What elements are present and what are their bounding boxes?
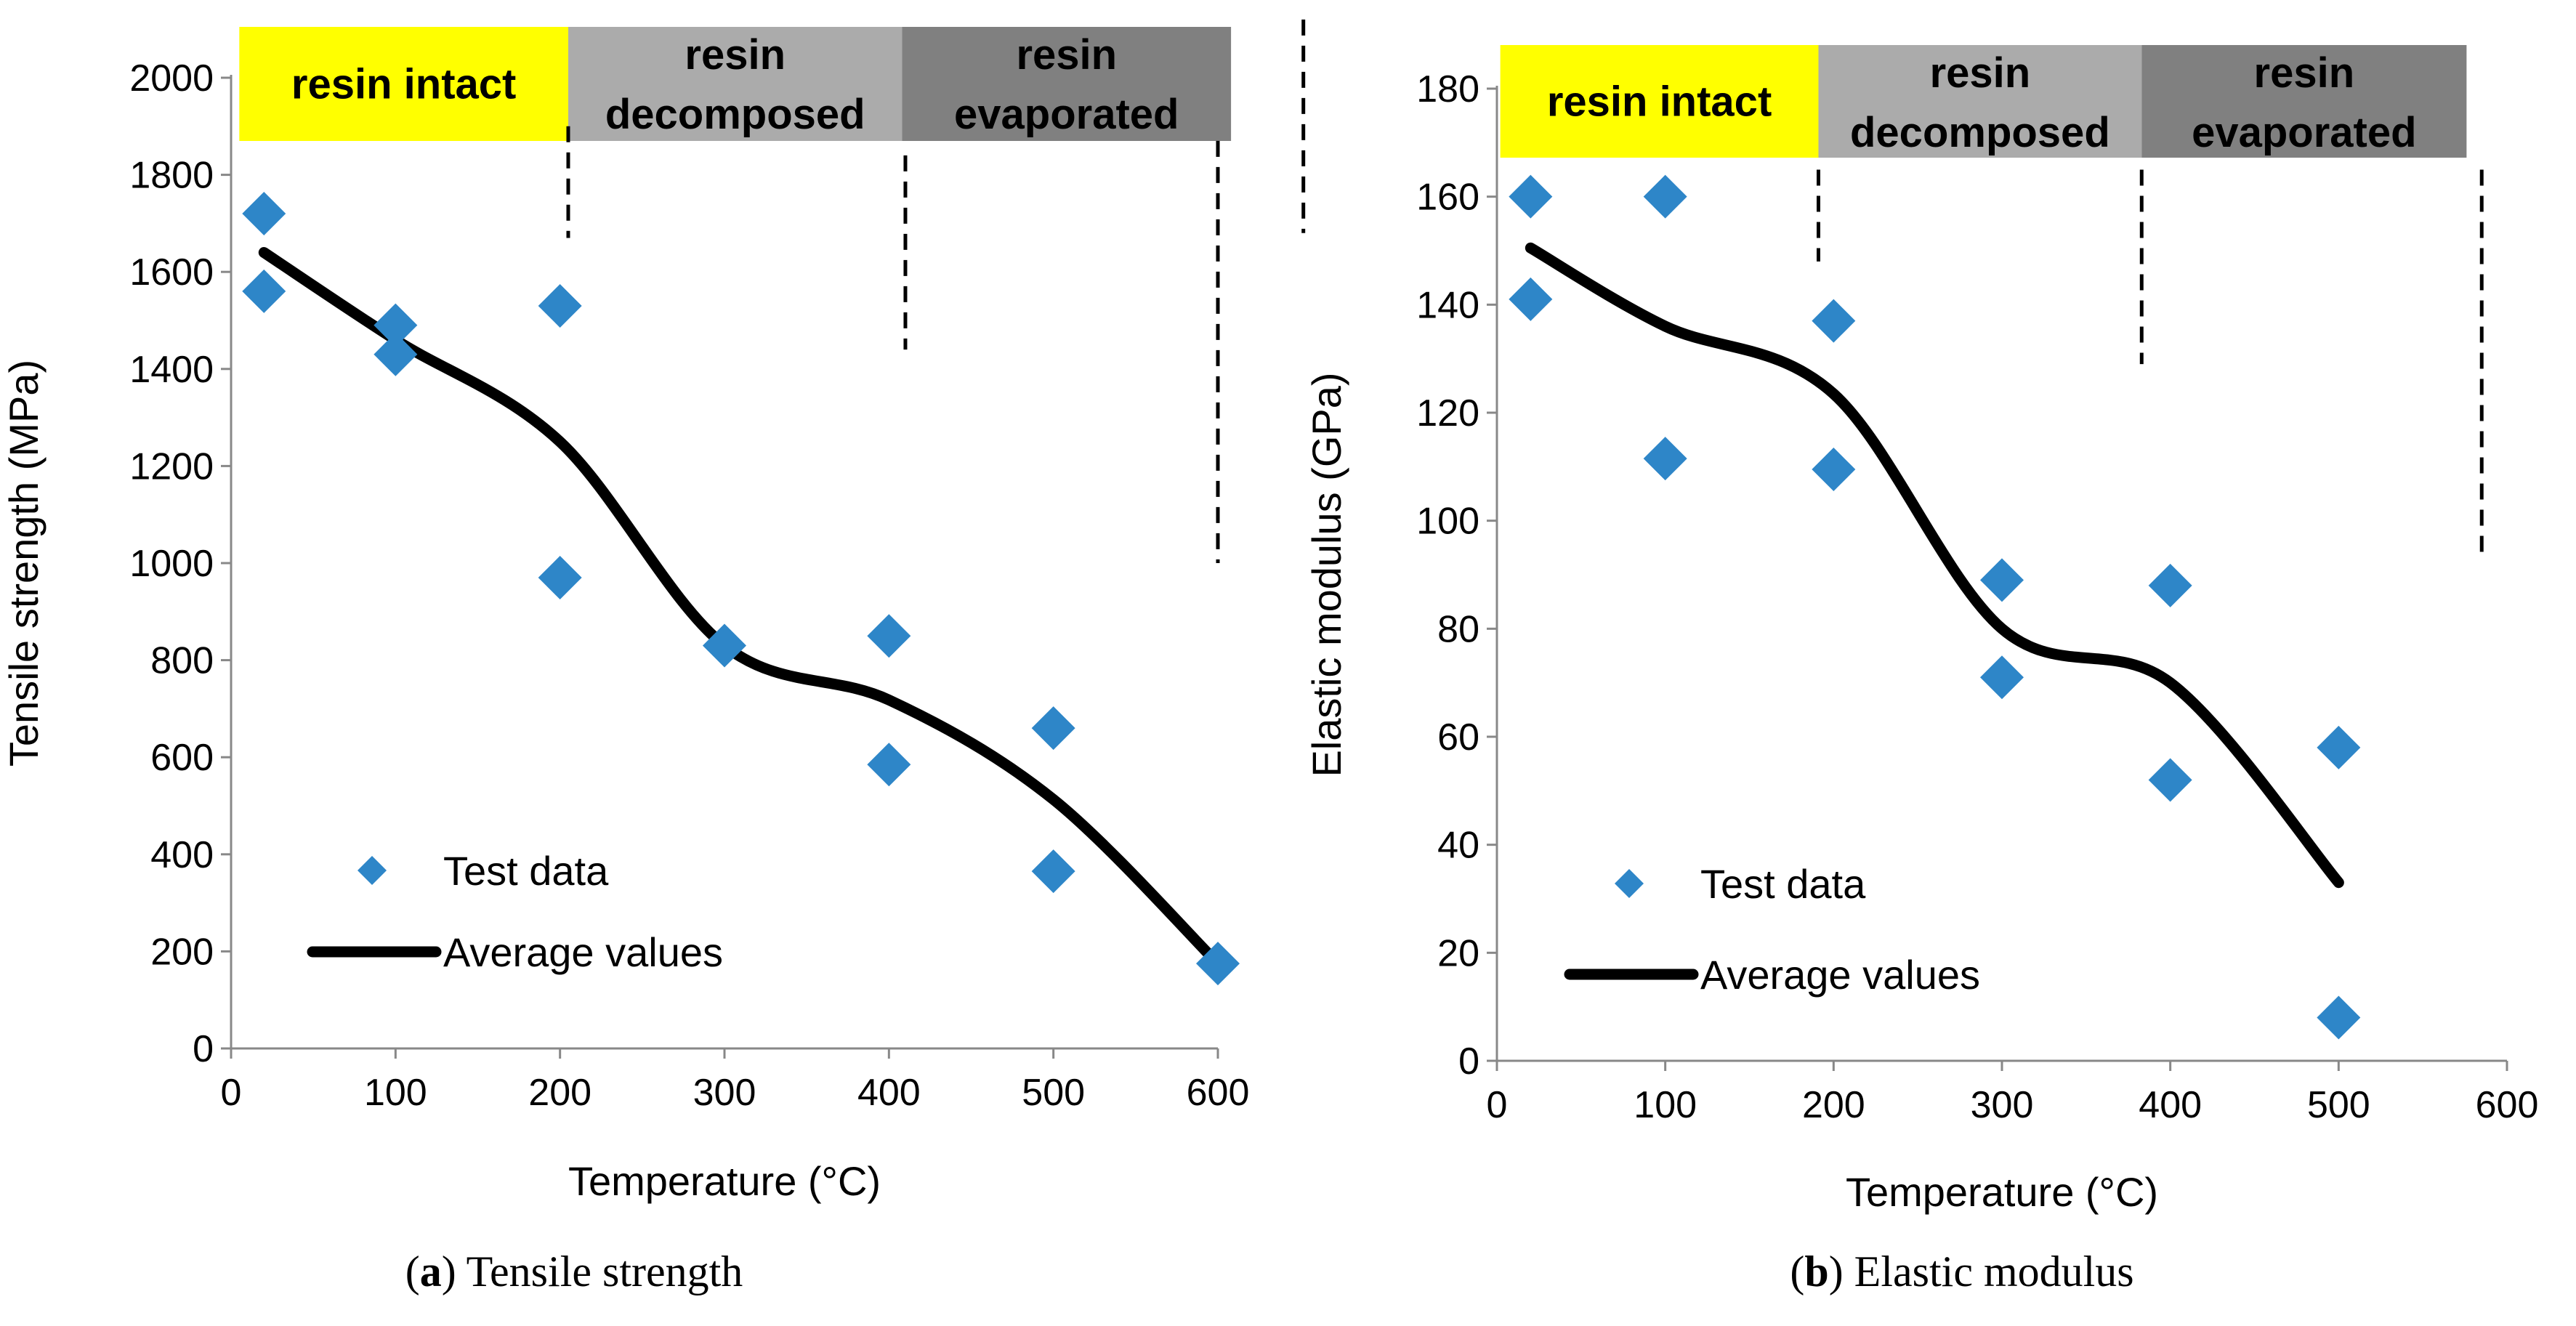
x-tick-label-500: 500 (2307, 1084, 2370, 1126)
y-tick-label-600: 600 (150, 737, 214, 779)
test-data-point-12 (1196, 942, 1240, 986)
y-axis-label: Elastic modulus (GPa) (1304, 372, 1349, 777)
test-data-point-10 (2148, 758, 2192, 802)
y-tick-label-0: 0 (193, 1028, 214, 1070)
x-tick-label-500: 500 (1022, 1072, 1085, 1114)
test-data-point-6 (538, 556, 582, 600)
test-data-point-9 (2148, 563, 2192, 607)
region-band-resin-intact (1500, 45, 1819, 158)
x-tick-label-400: 400 (2139, 1084, 2202, 1126)
caption-b-letter: b (1804, 1248, 1828, 1295)
test-data-point-12 (2317, 995, 2361, 1040)
caption-b: (b) Elastic modulus (1790, 1248, 2133, 1295)
test-data-point-3 (374, 303, 418, 347)
test-data-point-11 (2317, 725, 2361, 769)
test-data-point-7 (703, 623, 746, 668)
average-values-line (1525, 242, 2344, 889)
test-data-point-2 (1509, 277, 1553, 321)
x-tick-label-600: 600 (1187, 1072, 1250, 1114)
x-tick-label-200: 200 (1802, 1084, 1865, 1126)
region-band-resin-decomposed (1818, 45, 2142, 158)
test-data-point-4 (374, 332, 418, 376)
y-tick-label-0: 0 (1458, 1040, 1479, 1083)
region-label-resin-decomposed-line-1: resin (685, 31, 786, 78)
y-tick-label-400: 400 (150, 834, 214, 876)
y-tick-label-120: 120 (1416, 392, 1479, 434)
test-data-point-2 (242, 269, 286, 313)
test-data-point-8 (1980, 655, 2024, 700)
test-data-point-1 (1509, 174, 1553, 219)
y-tick-label-80: 80 (1437, 608, 1479, 650)
x-tick-label-300: 300 (1971, 1084, 2034, 1126)
region-label-resin-evaporated-line-1: resin (1016, 31, 1117, 78)
caption-a-letter: a (420, 1248, 442, 1295)
y-tick-label-1800: 1800 (129, 155, 214, 197)
y-tick-label-140: 140 (1416, 284, 1479, 326)
y-tick-label-1200: 1200 (129, 445, 214, 488)
x-tick-label-100: 100 (1634, 1084, 1697, 1126)
x-tick-label-100: 100 (364, 1072, 427, 1114)
region-label-resin-intact-line-1: resin intact (291, 61, 516, 108)
region-label-resin-decomposed-line-2: decomposed (605, 91, 865, 138)
y-tick-label-1000: 1000 (129, 543, 214, 585)
y-tick-label-100: 100 (1416, 501, 1479, 543)
y-tick-label-160: 160 (1416, 177, 1479, 219)
x-axis-label: Temperature (°C) (1846, 1169, 2158, 1215)
test-data-point-5 (1812, 299, 1856, 343)
test-data-point-6 (1812, 448, 1856, 492)
region-label-resin-decomposed-line-1: resin (1930, 49, 2031, 97)
x-tick-label-0: 0 (221, 1072, 242, 1114)
region-label-resin-evaporated-line-2: evaporated (954, 91, 1179, 138)
region-label-resin-evaporated-line-1: resin (2254, 49, 2355, 97)
y-tick-label-1400: 1400 (129, 349, 214, 391)
legend-test-data-marker (1615, 869, 1644, 898)
y-axis-label: Tensile strength (MPa) (1, 360, 47, 767)
legend-average-values-label: Average values (443, 929, 723, 975)
y-tick-label-200: 200 (150, 931, 214, 973)
y-tick-label-60: 60 (1437, 716, 1479, 759)
legend-test-data-marker (358, 856, 387, 885)
legend-test-data-label: Test data (1700, 861, 1866, 907)
x-tick-label-0: 0 (1487, 1084, 1508, 1126)
y-tick-label-800: 800 (150, 640, 214, 682)
test-data-point-11 (1031, 849, 1075, 894)
x-tick-label-600: 600 (2476, 1084, 2539, 1126)
caption-b-text: ) Elastic modulus (1829, 1248, 2134, 1295)
legend-test-data-label: Test data (443, 848, 609, 894)
x-tick-label-400: 400 (857, 1072, 921, 1114)
test-data-point-10 (1031, 706, 1075, 751)
legend-average-values-label: Average values (1700, 952, 1980, 998)
panel-b: resin intact resin decomposed resin evaporat… (1304, 45, 2538, 1215)
region-label-resin-decomposed-line-2: decomposed (1850, 109, 2110, 156)
caption-a-prefix: ( (405, 1248, 420, 1295)
y-tick-label-180: 180 (1416, 68, 1479, 110)
region-band-resin-intact (239, 27, 568, 141)
x-axis-label: Temperature (°C) (568, 1158, 881, 1204)
caption-b-prefix: ( (1790, 1248, 1804, 1295)
y-tick-label-2000: 2000 (129, 57, 214, 100)
test-data-point-7 (1980, 558, 2024, 602)
x-tick-label-300: 300 (693, 1072, 756, 1114)
test-data-point-9 (867, 743, 911, 787)
y-tick-label-40: 40 (1437, 825, 1479, 867)
y-tick-label-1600: 1600 (129, 251, 214, 294)
region-label-resin-evaporated-line-2: evaporated (2192, 109, 2416, 156)
caption-a: (a) Tensile strength (405, 1248, 743, 1295)
y-tick-label-20: 20 (1437, 932, 1479, 974)
region-band-resin-evaporated (902, 27, 1232, 141)
panel-a: resin intact resin decomposed resin evaporat… (1, 19, 1306, 1204)
test-data-point-5 (538, 283, 582, 328)
test-data-point-4 (1643, 437, 1687, 481)
region-label-resin-intact-line-1: resin intact (1547, 78, 1772, 126)
test-data-point-1 (242, 192, 286, 236)
x-tick-label-200: 200 (528, 1072, 591, 1114)
region-band-resin-decomposed (568, 27, 903, 141)
region-band-resin-evaporated (2141, 45, 2467, 158)
caption-a-text: ) Tensile strength (442, 1248, 743, 1295)
test-data-point-3 (1643, 174, 1687, 219)
test-data-point-8 (867, 614, 911, 658)
